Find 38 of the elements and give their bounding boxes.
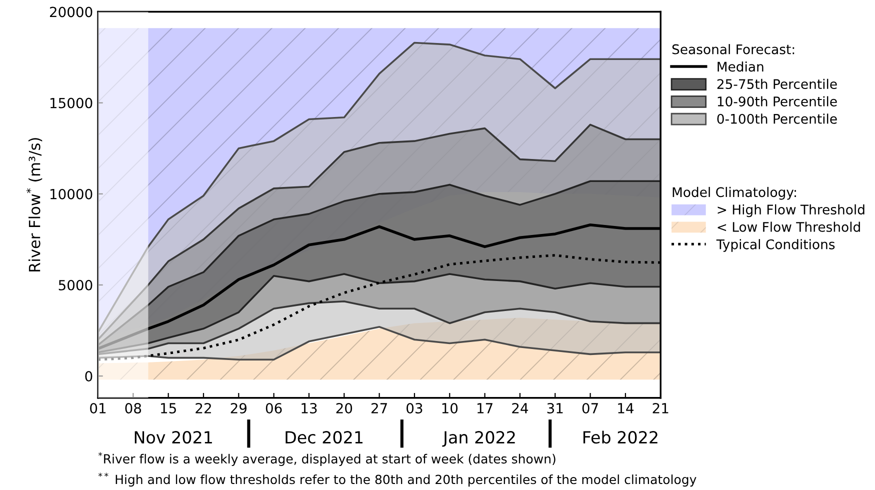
x-tick-label: 21 xyxy=(652,402,668,414)
x-tick-label: 29 xyxy=(230,402,247,414)
x-tick-label: 07 xyxy=(582,402,598,414)
x-tick-label: 15 xyxy=(161,403,176,414)
x-tick-label: 20 xyxy=(336,402,352,414)
x-tick-label: 24 xyxy=(512,402,528,414)
x-tick-label: 10 xyxy=(442,402,458,414)
legend-label: > High Flow Threshold xyxy=(718,204,864,218)
x-tick-label: 14 xyxy=(618,403,634,414)
legend-label: Typical Conditions xyxy=(716,239,835,252)
legend-label: 10-90th Percentile xyxy=(718,96,837,106)
y-tick-label: 20000 xyxy=(50,6,92,18)
x-tick-label: 06 xyxy=(266,402,282,414)
y-tick-label: 10000 xyxy=(50,188,92,200)
x-tick-label: 01 xyxy=(90,402,106,414)
x2-tick-label: Nov 2021 xyxy=(134,430,212,444)
x2-tick-label: Dec 2021 xyxy=(286,430,362,444)
text: $^{**}$ High and low flow thresholds refer to the 80th and 20th percentiles of the model climatology xyxy=(98,472,696,487)
y-tick-label: 15000 xyxy=(50,98,92,108)
legend-label: Median xyxy=(718,61,764,72)
x-tick-label: 27 xyxy=(371,402,387,414)
text: Model Climatology: xyxy=(672,186,796,200)
x-tick-label: 03 xyxy=(406,402,422,414)
text: Seasonal Forecast: xyxy=(672,44,794,54)
y-axis-title: River Flow$^{*}$ (m³/s) xyxy=(26,138,42,272)
legend-label: 0-100th Percentile xyxy=(717,114,837,124)
legend-label: < Low Flow Threshold xyxy=(718,222,860,232)
x-tick-label: 08 xyxy=(125,402,142,414)
legend-label: 25-75th Percentile xyxy=(717,78,837,90)
text: $^{*}$River flow is a weekly average, displayed at start of week (dates shown) xyxy=(98,452,556,466)
y-tick-label: 0 xyxy=(85,370,92,382)
x-tick-label: 22 xyxy=(196,402,211,414)
x2-tick-label: Jan 2022 xyxy=(442,430,515,447)
y-tick-label: 5000 xyxy=(58,280,92,290)
x-tick-label: 13 xyxy=(302,402,317,414)
x-tick-label: 17 xyxy=(477,403,492,414)
x2-tick-label: Feb 2022 xyxy=(583,430,658,444)
x-tick-label: 31 xyxy=(547,402,563,414)
